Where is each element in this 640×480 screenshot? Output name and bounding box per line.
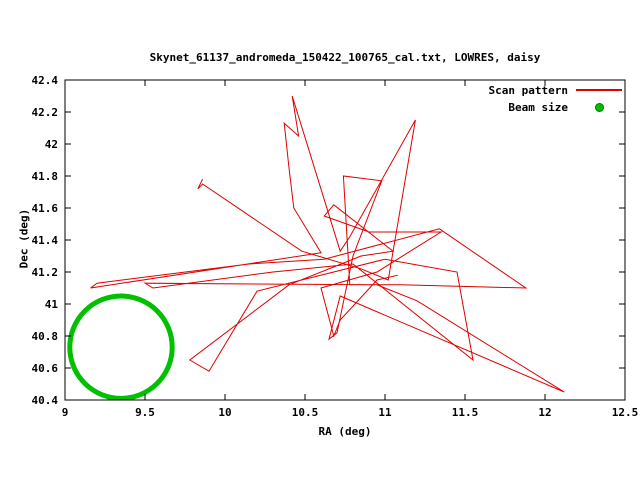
chart-title: Skynet_61137_andromeda_150422_100765_cal… bbox=[149, 51, 541, 64]
y-tick-label: 41.2 bbox=[32, 266, 59, 279]
y-tick-label: 42.2 bbox=[32, 106, 59, 119]
beam-size-marker-swatch bbox=[576, 102, 622, 112]
x-tick-label: 9.5 bbox=[135, 406, 155, 419]
x-tick-label: 9 bbox=[62, 406, 69, 419]
legend-item-beam-size: Beam size bbox=[489, 100, 622, 114]
legend-label-beam-size: Beam size bbox=[508, 100, 568, 114]
y-tick-label: 41.8 bbox=[32, 170, 59, 183]
legend-item-scan-pattern: Scan pattern bbox=[489, 83, 622, 97]
y-tick-label: 41.6 bbox=[32, 202, 59, 215]
y-tick-label: 41 bbox=[45, 298, 59, 311]
x-axis-label: RA (deg) bbox=[318, 425, 372, 438]
y-tick-label: 40.8 bbox=[32, 330, 59, 343]
x-tick-label: 12 bbox=[538, 406, 551, 419]
legend-label-scan-pattern: Scan pattern bbox=[488, 83, 568, 97]
y-tick-label: 42.4 bbox=[32, 74, 59, 87]
plot-border bbox=[64, 79, 626, 401]
y-tick-label: 40.6 bbox=[32, 362, 59, 375]
x-tick-label: 11 bbox=[378, 406, 392, 419]
x-tick-label: 10.5 bbox=[292, 406, 319, 419]
x-tick-label: 10 bbox=[218, 406, 231, 419]
y-tick-label: 41.4 bbox=[32, 234, 59, 247]
beam-circle bbox=[67, 293, 175, 400]
y-tick-label: 40.4 bbox=[32, 394, 59, 407]
scan-pattern-line-swatch bbox=[576, 89, 622, 91]
x-tick-label: 12.5 bbox=[612, 406, 639, 419]
x-tick-label: 11.5 bbox=[452, 406, 479, 419]
scan-pattern-line bbox=[90, 95, 565, 393]
y-tick-label: 42 bbox=[45, 138, 58, 151]
legend: Scan pattern Beam size bbox=[489, 83, 622, 114]
